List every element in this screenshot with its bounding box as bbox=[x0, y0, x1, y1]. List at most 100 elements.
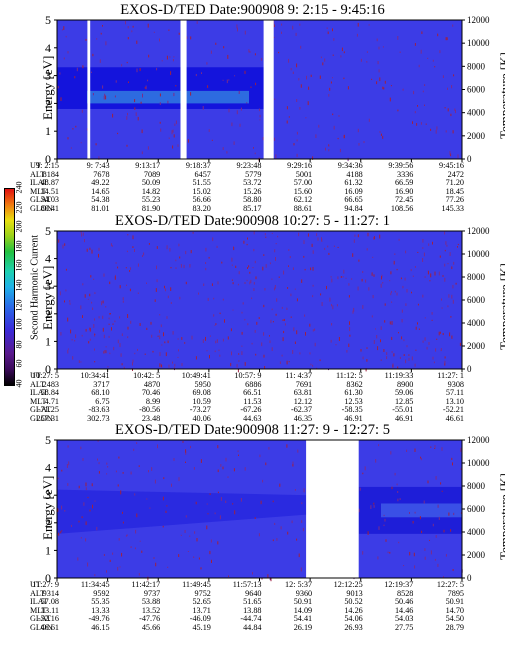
panel-2-noise bbox=[137, 348, 138, 351]
panel-2-noise bbox=[403, 354, 405, 356]
panel-2-noise bbox=[281, 306, 283, 309]
panel-2-noise bbox=[271, 278, 273, 280]
panel-2-noise bbox=[314, 328, 316, 331]
panel-2-noise bbox=[404, 277, 406, 281]
panel-3-noise bbox=[139, 540, 141, 542]
panel-2-noise bbox=[155, 288, 157, 292]
panel-1-noise bbox=[228, 79, 230, 81]
panel-1-noise bbox=[173, 92, 175, 97]
panel-1-noise bbox=[102, 25, 103, 27]
panel-1-noise bbox=[148, 54, 150, 58]
orbit-cell: 8528 bbox=[397, 588, 414, 598]
panel-3-noise bbox=[109, 559, 111, 562]
panel-2-noise bbox=[452, 285, 454, 289]
panel-2-noise bbox=[93, 324, 95, 328]
panel-2-noise bbox=[357, 234, 359, 238]
panel-1-noise bbox=[115, 80, 117, 83]
panel-2-noise bbox=[352, 253, 354, 257]
panel-2-noise bbox=[391, 336, 393, 340]
panel-2-noise bbox=[417, 251, 419, 253]
panel-2-noise bbox=[367, 232, 369, 237]
panel-3-noise bbox=[232, 503, 234, 505]
panel-3-noise bbox=[120, 490, 122, 495]
panel-1-noise bbox=[175, 120, 177, 125]
panel-3-noise bbox=[217, 541, 219, 545]
panel-3-noise bbox=[58, 532, 60, 536]
panel-3-noise bbox=[225, 457, 227, 462]
panel-2-noise bbox=[91, 249, 93, 254]
panel-2-noise bbox=[393, 353, 395, 357]
panel-2-noise bbox=[311, 243, 313, 247]
panel-2-noise bbox=[175, 259, 177, 262]
panel-2-noise bbox=[208, 256, 210, 259]
panel-1-noise bbox=[114, 95, 116, 98]
panel-1-noise bbox=[307, 101, 309, 106]
orbit-cell: 14.51 bbox=[40, 186, 59, 196]
orbit-cell: 15.02 bbox=[192, 186, 211, 196]
panel-2-noise bbox=[120, 353, 122, 357]
panel-3-noise bbox=[89, 509, 91, 512]
panel-3-noise bbox=[80, 446, 82, 450]
panel-1-noise bbox=[103, 95, 105, 100]
panel-2-noise bbox=[452, 299, 454, 304]
panel-2-noise bbox=[396, 268, 398, 271]
panel-2-noise bbox=[152, 350, 154, 353]
colorbar-tick-label: 220 bbox=[14, 201, 24, 214]
panel-2-noise bbox=[82, 283, 84, 286]
panel-2-noise bbox=[74, 340, 76, 342]
panel-3-noise bbox=[430, 446, 432, 448]
panel-1-noise bbox=[159, 121, 161, 124]
panel-3-noise bbox=[163, 477, 165, 480]
panel-1-noise bbox=[81, 109, 83, 113]
panel-2-noise bbox=[303, 240, 305, 244]
panel-2-noise bbox=[102, 327, 104, 332]
panel-3-noise bbox=[121, 552, 123, 557]
panel-3-noise bbox=[434, 445, 436, 448]
panel-2-noise bbox=[119, 343, 121, 348]
panel-2-noise bbox=[175, 267, 177, 269]
panel-2-noise bbox=[345, 277, 347, 279]
panel-1-noise bbox=[390, 85, 392, 87]
orbit-cell: 11:12: 5 bbox=[335, 371, 363, 380]
panel-2-noise bbox=[402, 285, 404, 289]
panel-3-noise bbox=[228, 575, 229, 577]
panel-1-noise bbox=[332, 28, 333, 32]
panel-2-noise bbox=[209, 355, 210, 359]
panel-2-noise bbox=[168, 364, 170, 368]
orbit-cell: 54.41 bbox=[293, 614, 313, 623]
panel-2-noise bbox=[269, 262, 271, 265]
panel-1-noise bbox=[382, 86, 384, 90]
orbit-row-label: GLON bbox=[30, 203, 53, 213]
panel-2-noise bbox=[403, 339, 405, 342]
panel-2-noise bbox=[103, 334, 105, 339]
panel-2-noise bbox=[436, 338, 438, 340]
panel-2-noise bbox=[320, 293, 322, 296]
panel-1-y2tick-label: 10000 bbox=[467, 38, 490, 48]
orbit-cell: 10:57: 9 bbox=[234, 371, 262, 380]
panel-3-noise bbox=[460, 512, 462, 514]
panel-1-noise bbox=[296, 153, 298, 157]
panel-2-noise bbox=[457, 246, 458, 248]
panel-2-noise bbox=[108, 323, 110, 325]
panel-2-noise bbox=[109, 313, 110, 315]
panel-1-noise bbox=[128, 81, 129, 83]
panel-2-noise bbox=[58, 239, 60, 243]
panel-3-noise bbox=[233, 468, 235, 472]
panel-3-noise bbox=[126, 534, 128, 537]
orbit-row-label: GLAT bbox=[30, 195, 51, 204]
panel-1-noise bbox=[206, 62, 208, 65]
orbit-cell: 3336 bbox=[397, 169, 414, 179]
panel-2-noise bbox=[102, 300, 104, 304]
panel-3-noise bbox=[452, 462, 453, 466]
panel-3-noise bbox=[165, 510, 167, 513]
panel-2-noise bbox=[181, 337, 183, 340]
panel-2-noise bbox=[329, 297, 331, 302]
colorbar-tick-label: 120 bbox=[14, 299, 24, 312]
panel-2-noise bbox=[250, 279, 252, 284]
panel-2-noise bbox=[214, 350, 216, 353]
panel-2-noise bbox=[312, 250, 314, 254]
panel-1-noise bbox=[190, 36, 192, 40]
panel-2-noise bbox=[144, 353, 146, 355]
panel-1-noise bbox=[327, 31, 329, 35]
panel-3-noise bbox=[173, 458, 175, 461]
